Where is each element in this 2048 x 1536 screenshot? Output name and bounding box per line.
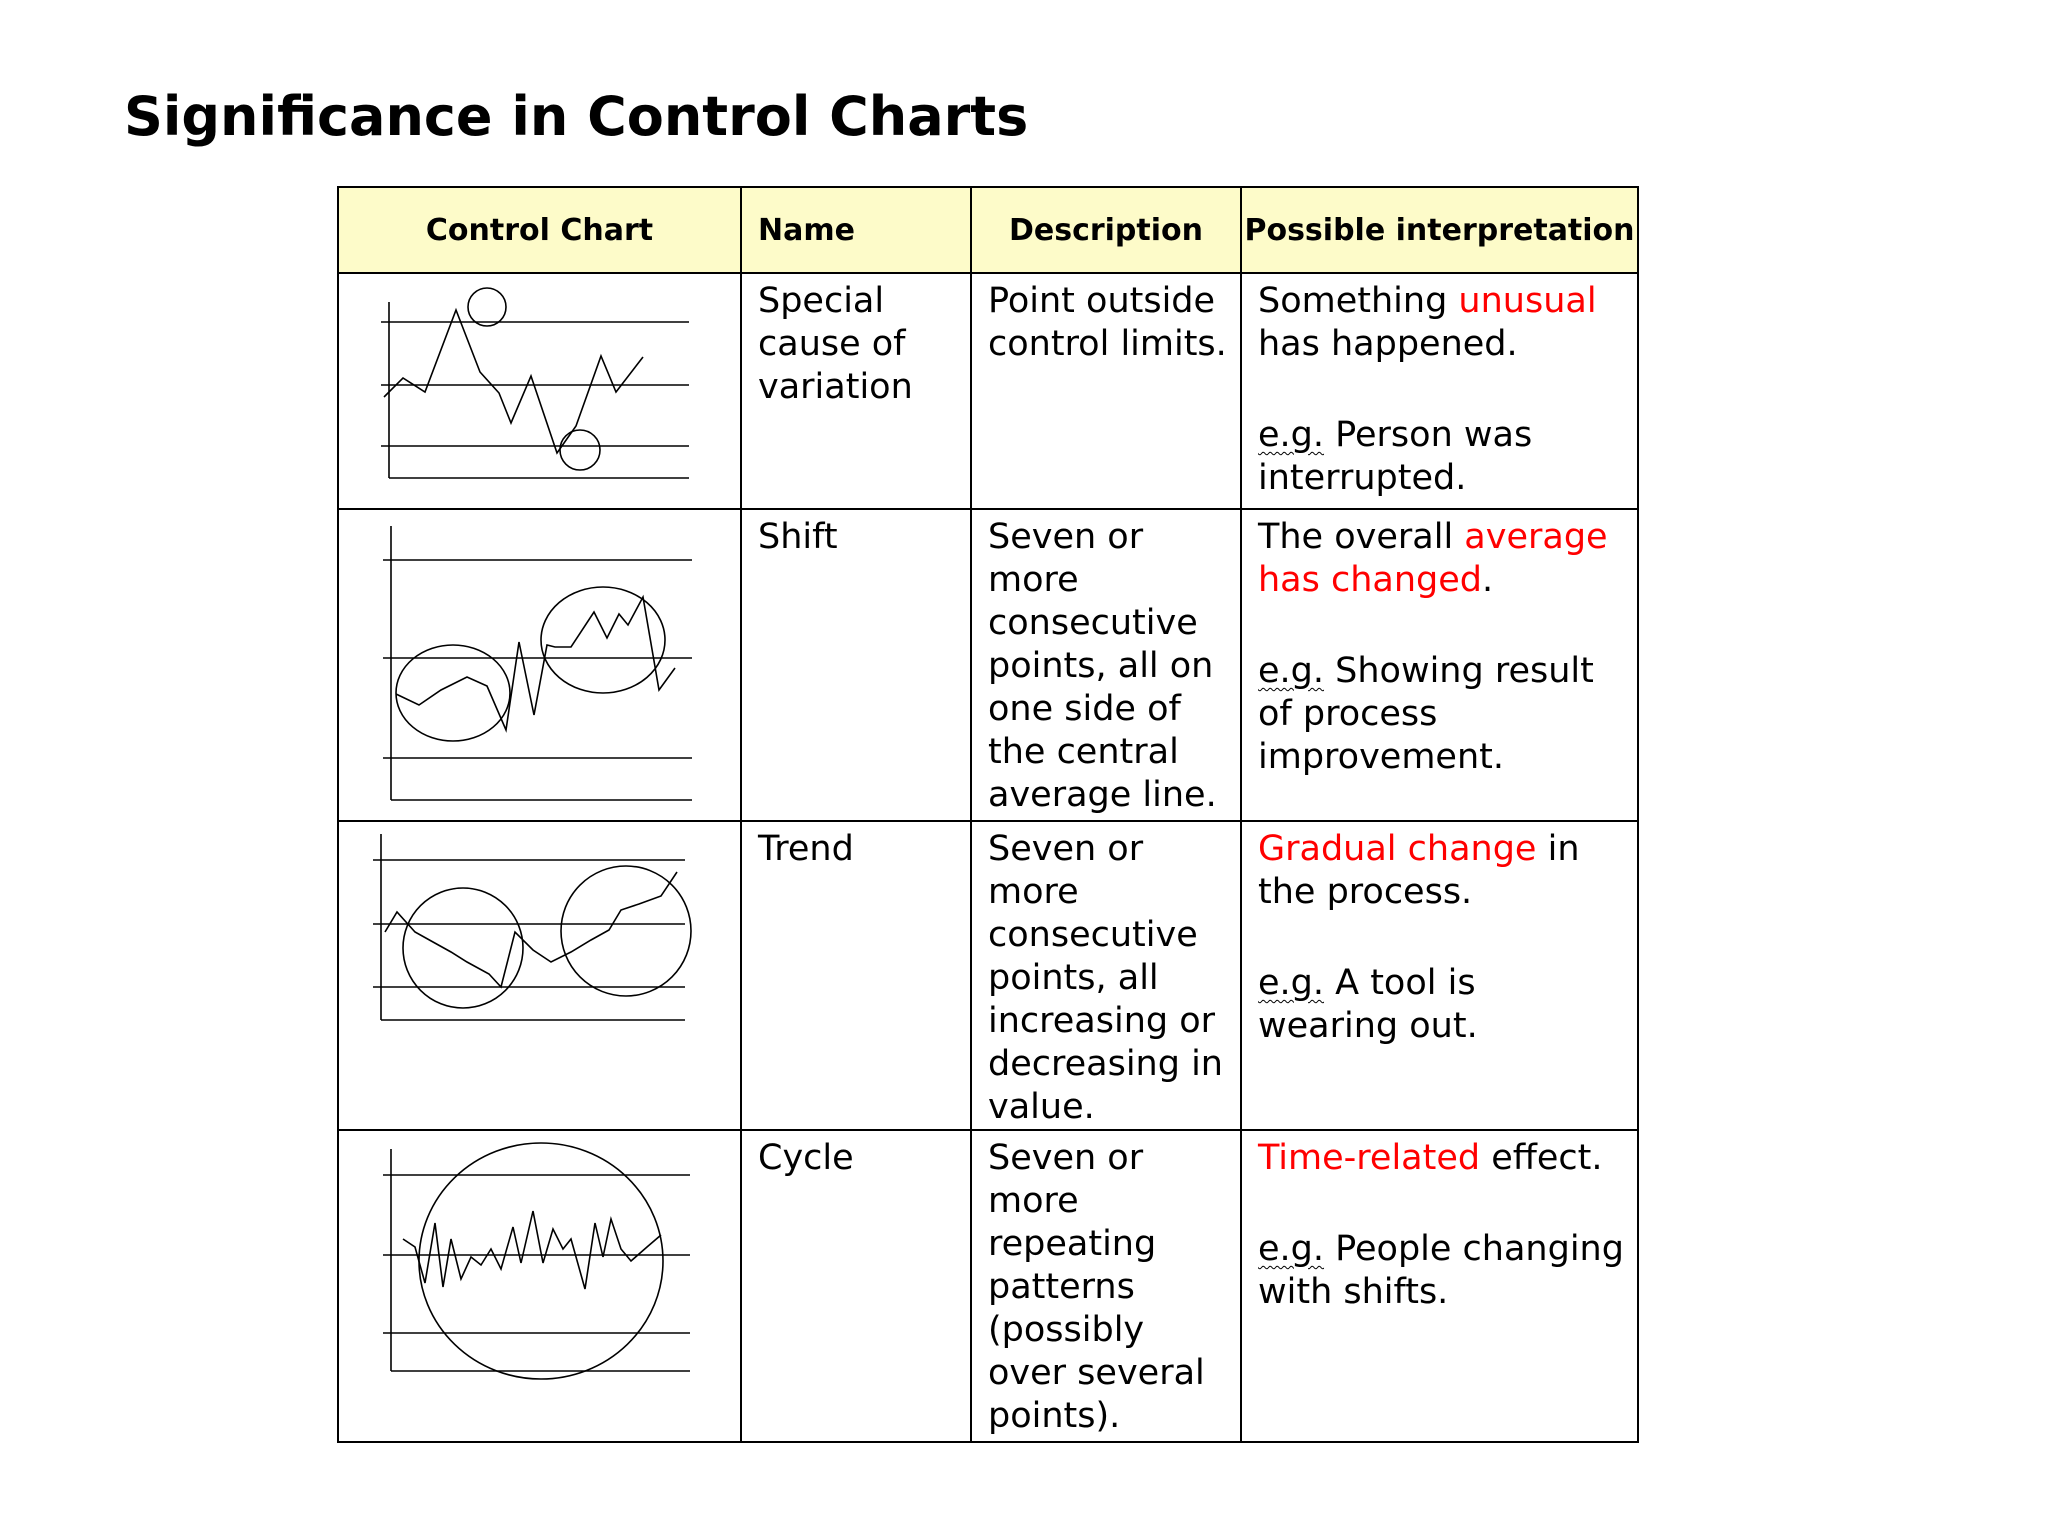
trend-chart (373, 834, 692, 1021)
table-row: Cycle Seven or more repeating patterns (… (337, 1129, 1639, 1443)
chart-cell (337, 272, 742, 510)
control-chart-table: Control Chart Name Description Possible … (337, 186, 1639, 1443)
cycle-chart (383, 1142, 690, 1380)
chart-cell (337, 508, 742, 822)
table-row: Special cause of variation Point outside… (337, 272, 1639, 510)
row-interpretation: Time-related effect. (1258, 1138, 1603, 1178)
header-interpretation: Possible interpretation (1240, 186, 1639, 274)
row-interpretation: Something unusual has happened. (1258, 281, 1597, 364)
row-example: e.g. People changing with shifts. (1258, 1229, 1624, 1312)
row-name: Shift (758, 517, 838, 557)
row-description: Seven or more consecutive points, all in… (988, 829, 1223, 1127)
highlight-text: unusual (1458, 281, 1597, 321)
highlight-text: Time-related (1258, 1138, 1481, 1178)
header-control-chart: Control Chart (337, 186, 742, 274)
shift-chart (383, 526, 692, 801)
table-row: Trend Seven or more consecutive points, … (337, 820, 1639, 1131)
row-name: Trend (758, 829, 854, 869)
highlight-text: Gradual change (1258, 829, 1537, 869)
row-example: e.g. A tool is wearing out. (1258, 963, 1478, 1046)
row-interpretation: The overall average has changed. (1258, 517, 1608, 600)
page-title: Significance in Control Charts (124, 85, 1029, 148)
special-cause-chart (381, 287, 689, 479)
row-description: Seven or more repeating patterns (possib… (988, 1138, 1205, 1436)
table-row: Shift Seven or more consecutive points, … (337, 508, 1639, 822)
header-row: Control Chart Name Description Possible … (337, 186, 1639, 274)
row-example: e.g. Person was interrupted. (1258, 415, 1533, 498)
row-description: Point outside control limits. (988, 281, 1227, 364)
row-name: Cycle (758, 1138, 854, 1178)
chart-cell (337, 820, 742, 1131)
chart-cell (337, 1129, 742, 1443)
highlight-text: average has changed (1258, 517, 1608, 600)
header-name: Name (740, 186, 972, 274)
row-interpretation: Gradual change in the process. (1258, 829, 1580, 912)
row-name: Special cause of variation (758, 281, 913, 407)
header-description: Description (970, 186, 1242, 274)
row-description: Seven or more consecutive points, all on… (988, 517, 1217, 815)
row-example: e.g. Showing result of process improveme… (1258, 651, 1594, 777)
